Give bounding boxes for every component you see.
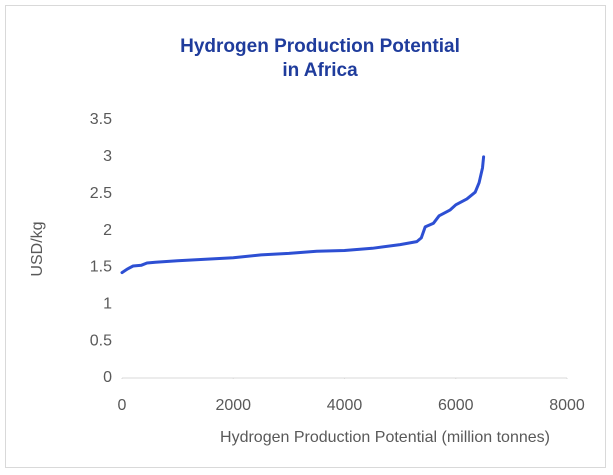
y-tick-label: 0.5 bbox=[90, 332, 112, 349]
y-tick-label: 2 bbox=[103, 222, 112, 239]
y-axis-label: USD/kg bbox=[29, 221, 46, 276]
x-tick-label: 0 bbox=[118, 397, 127, 414]
chart-frame bbox=[5, 5, 606, 468]
x-axis-label: Hydrogen Production Potential (million t… bbox=[220, 429, 550, 446]
x-tick-label: 4000 bbox=[327, 397, 363, 414]
x-tick-label: 2000 bbox=[215, 397, 251, 414]
y-tick-label: 3 bbox=[103, 148, 112, 165]
chart-title: Hydrogen Production Potential in Africa bbox=[180, 36, 460, 81]
y-tick-label: 2.5 bbox=[90, 185, 112, 202]
x-tick-label: 8000 bbox=[549, 397, 585, 414]
y-tick-label: 0 bbox=[103, 369, 112, 386]
y-tick-label: 3.5 bbox=[90, 111, 112, 128]
y-tick-label: 1 bbox=[103, 296, 112, 313]
x-tick-label: 6000 bbox=[438, 397, 474, 414]
y-tick-label: 1.5 bbox=[90, 259, 112, 276]
data-line bbox=[120, 155, 486, 275]
